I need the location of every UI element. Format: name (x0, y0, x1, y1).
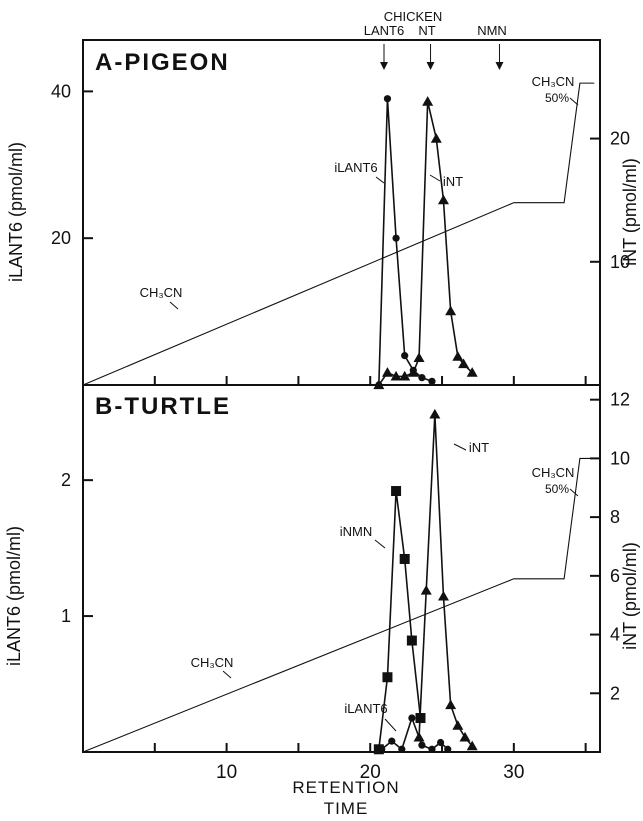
panel-a-right-tick-label: 10 (610, 252, 630, 272)
panel-a-right-tick-label: 20 (610, 129, 630, 149)
text-labels: A-PIGEON B-TURTLE iLANT6 (pmol/ml) iNT (… (0, 9, 640, 818)
x-tick-label: 10 (216, 762, 237, 783)
panel-b-left-axis-title-ilant6: iLANT6 (pmol/ml) (4, 526, 24, 666)
panel-b-inmn-series-point (391, 486, 402, 497)
panel-b-ilant6-series-point (398, 745, 406, 753)
panel-a-int-series-point (413, 352, 425, 363)
panel-a-int-series-point (430, 133, 442, 143)
panel-b-right-tick-label: 10 (610, 448, 630, 468)
x-axis-title-line-1: RETENTION (292, 778, 399, 797)
panel-b-inmn-series-line (378, 490, 422, 750)
panel-b-int-series-point (445, 699, 457, 710)
panel-b-ilant6-series-point (436, 738, 445, 747)
panel-a-ilant6-series-point (418, 374, 426, 382)
annotation-panel-a-ch3cn-50-percent: 50% (545, 91, 569, 105)
panel-b-int-series-line (418, 414, 473, 747)
panel-a-int-series-line (378, 101, 473, 386)
panel-a-ilant6-series-point (383, 95, 392, 103)
panel-b-left-axis-title: iNMN (pmol/ml) iLANT6 (pmol/ml) (0, 526, 24, 666)
panel-b-inmn-series-point (382, 672, 393, 683)
panel-a-int-series-point (381, 367, 393, 377)
panel-b-inmn-series-point (399, 553, 410, 564)
marker-arrow-head (495, 62, 504, 70)
plot-border (82, 39, 601, 753)
panel-a-int-series-point (422, 96, 434, 106)
panel-a-left-axis-title: iLANT6 (pmol/ml) (6, 142, 26, 282)
panel-b-left-tick-label: 2 (61, 470, 71, 490)
panel-b-title: B-TURTLE (95, 393, 231, 420)
panel-a-int-series-point (407, 367, 419, 377)
x-tick-label: 30 (503, 762, 524, 783)
panel-a-int-series-point (390, 370, 402, 381)
marker-arrow-head (426, 62, 435, 70)
panel-a-left-tick-label: 20 (51, 228, 71, 248)
panel-b-int-series-point (459, 731, 471, 742)
panel-b-left-tick-label: 1 (61, 606, 71, 626)
annotation-leader (453, 443, 467, 451)
panel-b-right-tick-label: 12 (610, 390, 630, 410)
marker-label-lant6: LANT6 (364, 23, 404, 38)
annotation-panel-b-ch3cn-50-percent: 50% (545, 482, 569, 496)
panel-a-title: A-PIGEON (95, 49, 230, 76)
panel-a-int-series-point (466, 367, 478, 377)
panel-a-int-series-point (437, 194, 449, 205)
annotation-leader (384, 718, 397, 732)
annotation-panel-a-int: iNT (443, 174, 463, 189)
x-tick-label: 20 (360, 762, 381, 783)
panel-a-int-series-point (452, 351, 464, 361)
panel-b-ch3cn-series-line (82, 457, 595, 753)
panel-b-ilant6-series-point (378, 745, 386, 753)
annotation-leader (374, 539, 386, 549)
annotation-panel-b-ilant6: iLANT6 (344, 701, 387, 716)
marker-label-nt: NT (418, 23, 435, 38)
x-axis-title-line-2: TIME (324, 799, 369, 818)
panel-b-int-series-point (466, 740, 478, 751)
panel-a-int-series-point (373, 379, 385, 390)
panel-b-ilant6-series-point (388, 737, 396, 745)
panel-b-inmn-series-point (406, 635, 417, 646)
panel-b-int-series-point (413, 731, 425, 742)
annotation-panel-a-ch3cn-50-label: CH₃CN (532, 74, 575, 89)
panel-a-int-series-point (458, 358, 470, 369)
panel-a-ch3cn-series-line (82, 82, 595, 386)
panel-b-right-tick-label: 2 (610, 683, 620, 703)
panel-a-ilant6-series-point (401, 352, 409, 360)
annotation-panel-b-ch3cn-50-label: CH₃CN (532, 465, 575, 480)
marker-label-nmn: NMN (477, 23, 507, 38)
annotation-panel-a-ilant6: iLANT6 (334, 160, 377, 175)
panel-b-ilant6-series-point (418, 741, 426, 749)
panel-a-right-axis-title: iNT (pmol/ml) (620, 158, 640, 266)
panel-a-left-tick-label: 40 (51, 81, 71, 101)
panel-a-ilant6-series-point (428, 377, 436, 385)
annotation-leader (429, 174, 441, 182)
panel-b-int-series-point (420, 585, 432, 595)
panel-a-int-series-point (399, 370, 411, 381)
panel-b-int-series-point (452, 720, 464, 730)
marker-arrow-head (380, 62, 388, 70)
marker-label-chicken: CHICKEN (384, 9, 443, 24)
annotation-panel-a-ch3cn: CH₃CN (140, 285, 183, 300)
panel-a-int-series-point (445, 305, 457, 316)
annotation-panel-b-inmn: iNMN (340, 524, 373, 539)
annotation-panel-b-ch3cn: CH₃CN (191, 655, 234, 670)
annotation-leader (169, 301, 179, 310)
annotation-leader (222, 670, 232, 679)
panel-b-ilant6-series-point (428, 745, 436, 753)
annotation-panel-b-int: iNT (469, 440, 489, 455)
panel-b-int-series-point (429, 408, 441, 419)
panel-b-right-tick-label: 8 (610, 507, 620, 527)
annotation-leader (569, 488, 579, 497)
panel-b-right-tick-label: 4 (610, 625, 620, 645)
panel-b-ilant6-series-point (444, 745, 452, 753)
panel-b-right-axis-title: iNT (pmol/ml) (620, 542, 640, 650)
panel-b-int-series-point (437, 590, 449, 601)
panel-a-ilant6-series-line (378, 98, 433, 386)
panel-b-ilant6-series-point (408, 714, 416, 722)
annotation-leader (375, 176, 385, 184)
panel-b-right-tick-label: 6 (610, 566, 620, 586)
annotation-leader (569, 97, 579, 106)
panel-a-ilant6-series-point (392, 234, 400, 242)
